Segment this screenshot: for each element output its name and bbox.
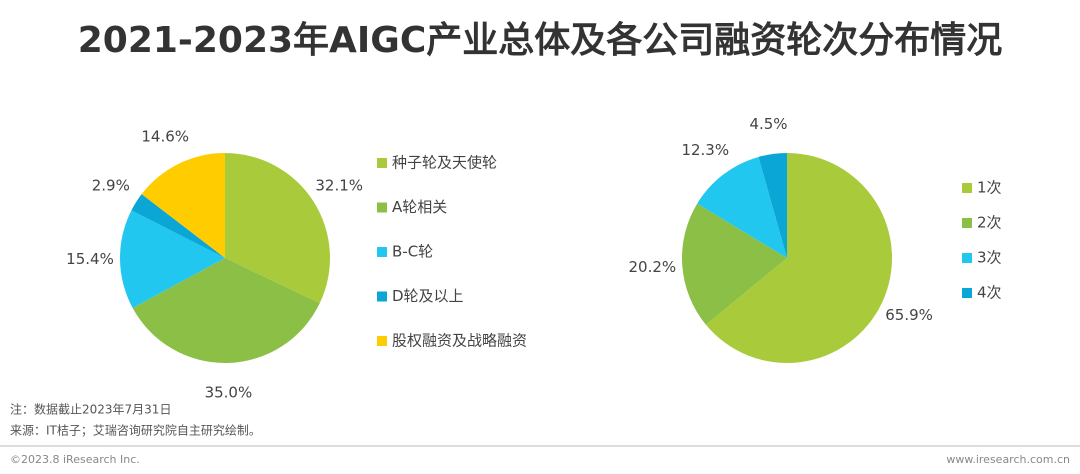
pie-slice <box>705 153 893 363</box>
pie-slice <box>132 258 320 363</box>
data-label: 35.0% <box>205 383 253 401</box>
legend-swatch <box>377 158 387 168</box>
legend-swatch <box>962 183 972 193</box>
legend-swatch <box>962 253 972 263</box>
pie-slice <box>697 156 787 258</box>
legend-swatch <box>377 247 387 257</box>
note: 来源：IT桔子；艾瑞咨询研究院自主研究绘制。 <box>10 423 261 438</box>
data-label: 14.6% <box>141 127 189 145</box>
data-label: 15.4% <box>66 250 114 268</box>
pie-slice <box>141 153 225 258</box>
legend-label: 1次 <box>977 179 1002 197</box>
data-label: 32.1% <box>315 177 363 195</box>
pie-slice <box>131 194 225 258</box>
data-label: 4.5% <box>749 115 787 133</box>
pie-slice <box>119 210 225 309</box>
legend-swatch <box>377 202 387 213</box>
legend-swatch <box>377 291 387 302</box>
legend-label: 股权融资及战略融资 <box>392 332 527 350</box>
data-label: 65.9% <box>885 306 933 324</box>
legend-label: 种子轮及天使轮 <box>392 154 497 172</box>
legend-label: A轮相关 <box>392 198 447 216</box>
pie-slice <box>225 153 330 304</box>
note: 注：数据截止2023年7月31日 <box>10 402 171 417</box>
data-label: 20.2% <box>629 258 677 276</box>
footer-left: ©2023.8 iResearch Inc. <box>10 453 140 466</box>
legend-label: B-C轮 <box>392 243 433 261</box>
pie-slice <box>682 203 787 325</box>
legend-swatch <box>962 218 972 228</box>
legend-label: 3次 <box>977 249 1002 267</box>
data-label: 12.3% <box>681 141 729 159</box>
legend-swatch <box>377 336 387 346</box>
footer-right: www.iresearch.com.cn <box>946 453 1070 466</box>
legend-swatch <box>962 288 972 298</box>
legend-label: D轮及以上 <box>392 287 464 305</box>
page-title: 2021-2023年AIGC产业总体及各公司融资轮次分布情况 <box>78 20 1003 61</box>
pie-slice <box>758 153 787 258</box>
legend-label: 4次 <box>977 284 1002 302</box>
legend-label: 2次 <box>977 214 1002 232</box>
data-label: 2.9% <box>92 177 130 195</box>
